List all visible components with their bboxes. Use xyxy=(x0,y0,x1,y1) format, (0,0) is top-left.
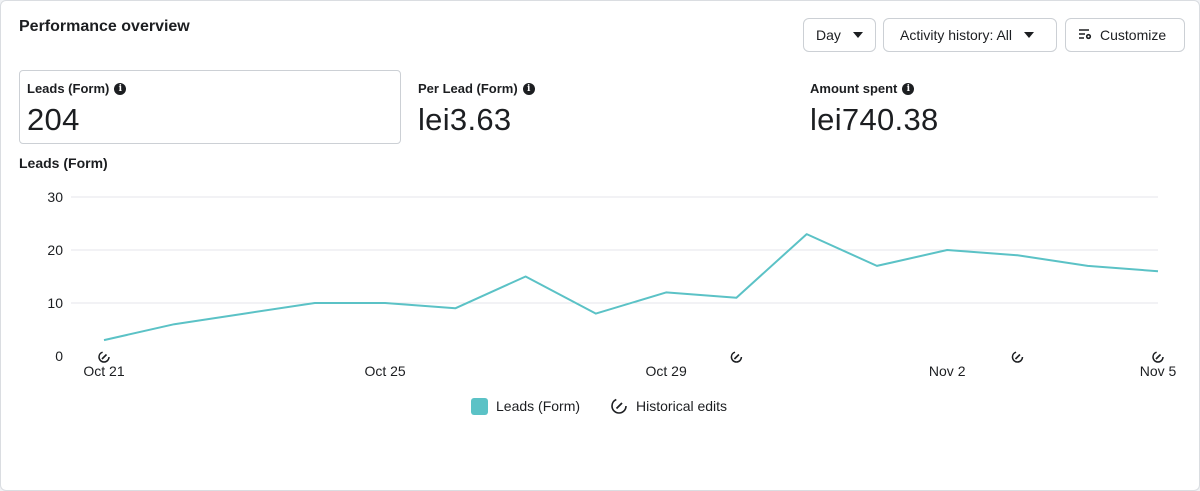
chevron-down-icon xyxy=(1024,32,1035,38)
info-icon[interactable]: i xyxy=(902,82,915,95)
metric-label: Per Lead (Form) xyxy=(418,81,518,96)
customize-icon xyxy=(1078,27,1092,44)
leads-line-chart: 0 10 20 30 Oct 21 Oct 25 Oct 29 Nov 2 Nov 5 xyxy=(47,189,1177,379)
data-point[interactable] xyxy=(520,271,532,283)
x-tick-label: Nov 2 xyxy=(929,363,966,379)
selected-metric-box[interactable] xyxy=(19,70,401,144)
chevron-down-icon xyxy=(852,32,863,38)
period-label: Day xyxy=(816,27,841,43)
historical-edit-marker[interactable] xyxy=(730,351,743,363)
data-point[interactable] xyxy=(379,297,391,309)
data-point[interactable] xyxy=(660,286,672,298)
metric-value: 204 xyxy=(27,102,80,137)
chart-title: Leads (Form) xyxy=(19,155,108,171)
historical-edit-marker[interactable] xyxy=(98,351,110,363)
metric-value: lei3.63 xyxy=(418,102,512,137)
info-icon[interactable]: i xyxy=(522,82,535,95)
data-point[interactable] xyxy=(730,292,742,304)
data-point[interactable] xyxy=(449,302,461,314)
data-point[interactable] xyxy=(801,228,813,240)
chart-legend: Leads (Form) Historical edits xyxy=(471,397,727,415)
activity-history-label: Activity history: All xyxy=(900,27,1013,43)
data-point[interactable] xyxy=(168,318,180,330)
metric-leads[interactable]: Leads (Form) i 204 xyxy=(27,81,127,138)
data-point[interactable] xyxy=(239,308,251,320)
y-tick-label: 20 xyxy=(47,242,63,258)
data-point[interactable] xyxy=(98,334,110,346)
legend-series-label[interactable]: Leads (Form) xyxy=(496,398,581,414)
x-tick-label: Oct 21 xyxy=(83,363,124,379)
metric-per-lead[interactable]: Per Lead (Form) i lei3.63 xyxy=(418,81,535,138)
data-point[interactable] xyxy=(941,244,953,256)
activity-history-dropdown[interactable]: Activity history: All xyxy=(883,18,1057,52)
legend-edits-label[interactable]: Historical edits xyxy=(636,398,728,414)
y-tick-label: 10 xyxy=(47,295,63,311)
customize-button[interactable]: Customize xyxy=(1065,18,1185,52)
x-tick-label: Oct 25 xyxy=(364,363,405,379)
info-icon[interactable]: i xyxy=(114,82,127,95)
series-swatch[interactable] xyxy=(471,397,488,415)
customize-label: Customize xyxy=(1100,27,1167,43)
metric-label: Leads (Form) xyxy=(27,81,110,96)
data-point[interactable] xyxy=(1152,265,1164,277)
historical-edit-marker[interactable] xyxy=(1152,351,1164,363)
metric-amount-spent[interactable]: Amount spent i lei740.38 xyxy=(810,81,939,138)
period-dropdown[interactable]: Day xyxy=(803,18,876,52)
data-point[interactable] xyxy=(309,297,321,309)
data-point[interactable] xyxy=(1082,260,1094,272)
data-point[interactable] xyxy=(1011,249,1023,261)
page-title: Performance overview xyxy=(19,18,190,35)
x-tick-label: Nov 5 xyxy=(1140,363,1177,379)
data-point[interactable] xyxy=(871,260,883,272)
series-line xyxy=(103,233,1159,342)
historical-edits-icon[interactable] xyxy=(610,397,628,415)
data-point[interactable] xyxy=(590,308,602,320)
historical-edit-marker[interactable] xyxy=(1011,351,1024,363)
x-tick-label: Oct 29 xyxy=(646,363,687,379)
y-tick-label: 0 xyxy=(55,348,63,364)
y-tick-label: 30 xyxy=(47,189,63,205)
metric-label: Amount spent xyxy=(810,81,898,96)
metric-value: lei740.38 xyxy=(810,102,939,137)
